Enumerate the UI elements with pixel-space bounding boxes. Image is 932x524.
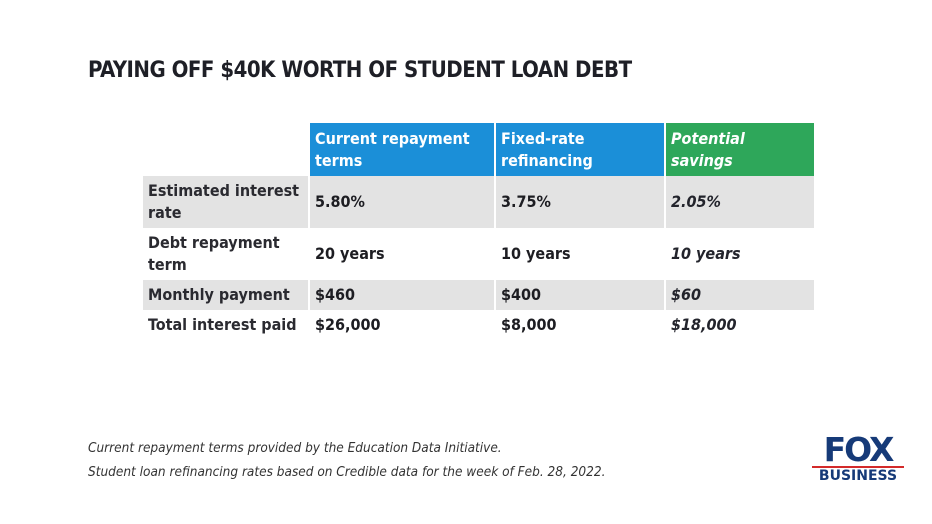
cell-current: $26,000 <box>309 310 496 340</box>
cell-current: 20 years <box>309 228 496 280</box>
header-empty <box>143 123 310 176</box>
cell-savings: 10 years <box>665 228 816 280</box>
logo-business: BUSINESS <box>818 468 898 484</box>
cell-fixed: 10 years <box>495 228 666 280</box>
header-current: Current repayment terms <box>309 123 496 176</box>
fox-business-logo: FOX BUSINESS <box>808 430 908 484</box>
page-title: PAYING OFF $40K WORTH OF STUDENT LOAN DE… <box>88 58 632 83</box>
header-fixed: Fixed-rate refinancing <box>495 123 666 176</box>
cell-savings: $18,000 <box>665 310 816 340</box>
row-label: Debt repayment term <box>143 228 310 280</box>
cell-fixed: $8,000 <box>495 310 666 340</box>
logo-divider <box>812 466 904 468</box>
logo-fox: FOX <box>823 430 895 469</box>
table-header-row: Current repayment terms Fixed-rate refin… <box>143 123 816 176</box>
header-savings: Potential savings <box>665 123 816 176</box>
cell-savings: $60 <box>665 280 816 310</box>
table-row: Estimated interest rate 5.80% 3.75% 2.05… <box>143 176 816 228</box>
cell-fixed: $400 <box>495 280 666 310</box>
row-label: Estimated interest rate <box>143 176 310 228</box>
footnote-source: Current repayment terms provided by the … <box>88 440 502 456</box>
row-label: Monthly payment <box>143 280 310 310</box>
cell-fixed: 3.75% <box>495 176 666 228</box>
cell-current: 5.80% <box>309 176 496 228</box>
footnote-rates: Student loan refinancing rates based on … <box>88 464 606 480</box>
table-row: Monthly payment $460 $400 $60 <box>143 280 816 310</box>
cell-current: $460 <box>309 280 496 310</box>
cell-savings: 2.05% <box>665 176 816 228</box>
table-row: Total interest paid $26,000 $8,000 $18,0… <box>143 310 816 340</box>
table-row: Debt repayment term 20 years 10 years 10… <box>143 228 816 280</box>
row-label: Total interest paid <box>143 310 310 340</box>
loan-comparison-table: Current repayment terms Fixed-rate refin… <box>143 123 816 340</box>
